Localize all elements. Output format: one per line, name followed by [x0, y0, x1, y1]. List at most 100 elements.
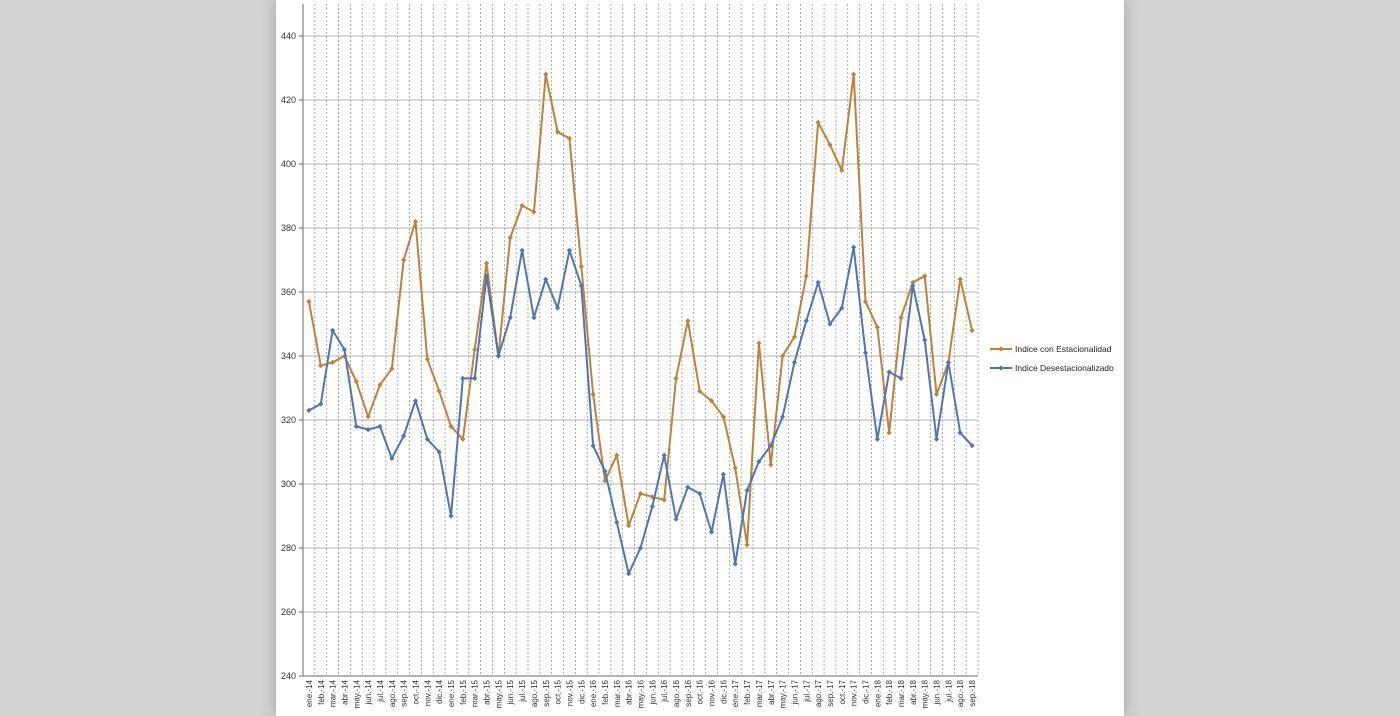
data-point: [377, 423, 383, 429]
data-point: [803, 273, 809, 279]
series-2: [306, 244, 975, 577]
x-tick-label: ago.-14: [388, 679, 397, 707]
x-tick-label: dic.-17: [862, 679, 871, 704]
x-tick-label: nov.-16: [708, 679, 717, 706]
data-point: [507, 315, 513, 321]
x-tick-label: mar.-14: [329, 679, 338, 707]
data-point: [507, 235, 513, 241]
x-tick-label: jul.-16: [660, 679, 669, 702]
data-point: [318, 363, 324, 369]
data-point: [401, 257, 407, 263]
x-tick-label: feb.-18: [885, 679, 894, 704]
series-1: [306, 71, 975, 548]
data-point: [578, 283, 584, 289]
data-point: [578, 263, 584, 269]
data-point: [412, 219, 419, 225]
data-point: [957, 276, 963, 282]
x-tick-label: abr.-18: [909, 679, 918, 704]
data-point: [661, 452, 667, 458]
data-point: [436, 388, 442, 394]
data-point: [768, 443, 774, 449]
data-point: [365, 427, 371, 433]
data-point: [472, 375, 478, 381]
data-point: [756, 459, 762, 465]
data-point: [898, 375, 904, 381]
y-tick-label: 340: [281, 351, 296, 361]
data-point: [862, 350, 869, 356]
y-tick-labels: 240 260 280 300 320 340 360 380 400 420 440: [281, 31, 303, 681]
data-point: [389, 366, 395, 372]
data-point: [673, 516, 679, 522]
data-point: [780, 414, 786, 420]
data-point: [412, 398, 419, 404]
x-tick-label: mar.-16: [613, 679, 622, 707]
data-point: [732, 561, 738, 567]
legend: Indice con Estacionalidad Indice Desestac…: [990, 344, 1114, 373]
data-point: [649, 503, 655, 509]
data-point: [851, 244, 857, 250]
x-tick-label: mar.-15: [471, 679, 480, 707]
data-point: [720, 414, 726, 420]
series-layer: [306, 71, 975, 577]
data-point: [957, 430, 963, 436]
data-point: [330, 359, 336, 365]
x-tick-label: ene.-17: [731, 679, 740, 707]
data-point: [910, 283, 916, 289]
y-tick-label: 360: [281, 287, 296, 297]
data-point: [436, 449, 442, 455]
x-tick-label: ene.-15: [447, 679, 456, 707]
data-point: [448, 423, 454, 429]
y-tick-label: 260: [281, 607, 296, 617]
data-point: [780, 353, 786, 359]
x-tick-label: jun.-15: [506, 679, 515, 705]
data-point: [448, 513, 454, 519]
data-point: [791, 334, 798, 340]
x-tick-label: oct.-17: [838, 679, 847, 704]
x-tick-label: oct.-14: [412, 679, 421, 704]
data-point: [602, 468, 608, 474]
y-tick-label: 240: [281, 671, 296, 681]
data-point: [697, 491, 703, 497]
data-point: [945, 359, 951, 365]
x-tick-label: jun.-18: [933, 679, 942, 705]
data-point: [708, 398, 715, 404]
line-chart: 240 260 280 300 320 340 360 380 400 420 440 ene.-1…: [281, 4, 1114, 708]
vertical-gridlines: [314, 4, 979, 676]
data-point: [685, 318, 691, 324]
x-tick-labels: ene.-14 feb.-14 mar.-14 abr.-14 may.-14 jun.-…: [305, 679, 977, 708]
data-point: [791, 359, 798, 365]
data-point: [898, 315, 904, 321]
legend-marker: [998, 346, 1004, 352]
data-point: [708, 529, 715, 535]
data-point: [815, 279, 821, 285]
data-point: [460, 375, 466, 381]
data-point: [637, 545, 644, 551]
data-point: [590, 443, 596, 449]
data-point: [614, 452, 620, 458]
data-point: [886, 430, 892, 436]
legend-marker: [998, 365, 1004, 371]
x-tick-label: ene.-18: [873, 679, 882, 707]
data-point: [673, 375, 679, 381]
y-tick-label: 440: [281, 31, 296, 41]
x-tick-label: sep.-17: [826, 679, 835, 706]
data-point: [389, 455, 395, 461]
x-tick-label: abr.-14: [340, 679, 349, 704]
data-point: [933, 436, 940, 442]
x-tick-label: jul.-17: [802, 679, 811, 702]
x-tick-label: abr.-15: [483, 679, 492, 704]
data-point: [401, 433, 407, 439]
x-tick-label: mar.-18: [897, 679, 906, 707]
x-tick-label: ago.-15: [530, 679, 539, 707]
x-tick-label: may.-18: [921, 679, 930, 708]
data-point: [543, 276, 549, 282]
data-point: [365, 414, 371, 420]
x-tick-label: nov.-15: [565, 679, 574, 706]
data-point: [637, 491, 644, 497]
data-point: [661, 497, 667, 503]
x-tick-label: ago.-18: [956, 679, 965, 707]
data-point: [519, 247, 525, 253]
data-point: [815, 119, 821, 125]
x-tick-label: ago.-16: [672, 679, 681, 707]
data-point: [803, 318, 809, 324]
